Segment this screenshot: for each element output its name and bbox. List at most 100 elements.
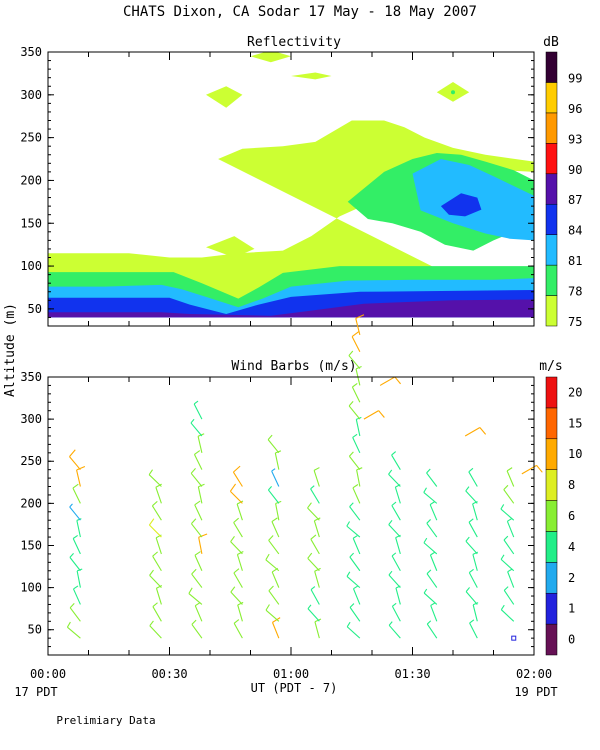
wind-barb	[391, 552, 401, 572]
wind-barb	[236, 551, 244, 571]
wind-barb	[236, 500, 244, 521]
wind-barb	[72, 483, 81, 504]
barb-staff	[233, 572, 243, 588]
barb-staff	[388, 473, 401, 487]
barb-staff	[472, 503, 478, 521]
wind-barb	[349, 502, 361, 521]
wind-barb	[72, 534, 81, 555]
barb-staff	[352, 588, 361, 605]
wind-colorbar-swatch	[545, 407, 558, 440]
barb-flag	[152, 551, 159, 557]
refl-colorbar-label: 81	[568, 254, 582, 268]
wind-barb	[351, 330, 361, 352]
wind-barb	[267, 486, 280, 504]
wind-barb	[230, 536, 243, 555]
footer-note: Prelimiary Data	[56, 714, 155, 727]
wind-barb	[271, 468, 280, 487]
barb-staff	[348, 355, 361, 369]
barb-staff	[232, 471, 243, 487]
reflectivity-patch-75	[206, 86, 243, 108]
barb-staff	[464, 426, 481, 437]
barb-staff	[69, 456, 81, 471]
wind-barb	[267, 434, 280, 454]
barb-staff	[236, 503, 243, 521]
barb-staff	[355, 318, 361, 336]
barb-flag	[507, 517, 513, 522]
wind-barb	[429, 501, 438, 521]
wind-barb	[472, 602, 479, 622]
barb-flag	[307, 604, 312, 610]
refl-colorbar-swatch	[545, 82, 558, 114]
wind-barb	[500, 604, 515, 622]
wind-colorbar-label: 15	[568, 416, 582, 430]
wind-barb	[465, 587, 478, 605]
barb-staff	[363, 410, 379, 420]
wind-barb	[265, 604, 280, 622]
refl-y-tick-label: 300	[20, 88, 42, 102]
barb-flag	[468, 518, 474, 523]
barb-staff	[230, 541, 243, 555]
wind-barb	[69, 552, 81, 572]
wind-barb	[351, 383, 361, 403]
x-tick-label: 00:30	[151, 667, 187, 681]
barb-flag	[152, 602, 158, 608]
barb-flag	[426, 569, 432, 575]
refl-colorbar-swatch	[545, 203, 558, 235]
barb-flag	[191, 568, 197, 575]
barb-staff	[426, 623, 438, 639]
barb-flag	[268, 585, 274, 592]
refl-colorbar-label: 90	[568, 163, 582, 177]
reflectivity-fill-group	[48, 52, 534, 318]
wind-barb	[352, 433, 361, 454]
wind-barb	[468, 467, 478, 487]
barb-flag	[391, 451, 397, 456]
wind-colorbar-swatch	[545, 438, 558, 470]
barb-flag	[73, 585, 79, 590]
barb-flag	[307, 552, 313, 559]
barb-flag	[503, 484, 509, 490]
barb-staff	[346, 576, 361, 589]
wind-barb	[346, 571, 361, 589]
barb-staff	[271, 622, 280, 639]
x-tick-label: 02:00	[516, 667, 552, 681]
wind-barb	[503, 535, 515, 555]
wind-colorbar-swatch	[545, 592, 558, 625]
wind-barb	[66, 621, 81, 639]
barb-staff	[152, 555, 162, 572]
wind-barb	[190, 467, 203, 487]
wind-barbs-plot-frame	[47, 376, 535, 656]
refl-y-tick-label: 250	[20, 131, 42, 145]
barb-staff	[394, 486, 401, 504]
barb-flag	[355, 314, 365, 319]
barb-staff	[271, 571, 280, 588]
x-right-date: 19 PDT	[514, 685, 557, 699]
barb-flag	[230, 586, 236, 593]
wind-barb	[506, 517, 515, 538]
barb-staff	[76, 520, 81, 538]
barb-staff	[72, 588, 81, 605]
wind-barb	[265, 553, 280, 572]
wind-barb	[72, 585, 81, 605]
barb-flag	[190, 418, 195, 424]
wind-barb	[69, 449, 81, 471]
wind-barb	[352, 484, 361, 504]
wind-barb	[188, 587, 203, 605]
wind-barb	[349, 552, 361, 572]
wind-barb	[307, 552, 320, 572]
reflectivity-region-84	[440, 193, 482, 217]
reflectivity-patch-75	[206, 236, 255, 258]
wind-barb	[465, 486, 478, 504]
wind-colorbar-swatch	[545, 500, 558, 532]
barb-flag	[503, 535, 509, 541]
barb-flag	[194, 500, 201, 506]
barb-staff	[268, 590, 280, 605]
barb-staff	[313, 520, 320, 538]
barb-flag	[229, 483, 237, 492]
wind-barb	[233, 619, 243, 639]
wind-barb	[429, 551, 438, 571]
barb-staff	[426, 472, 438, 487]
wind-colorbar-label: 10	[568, 447, 582, 461]
barb-staff	[430, 605, 438, 622]
barb-staff	[271, 470, 280, 487]
barb-flag	[346, 521, 351, 527]
